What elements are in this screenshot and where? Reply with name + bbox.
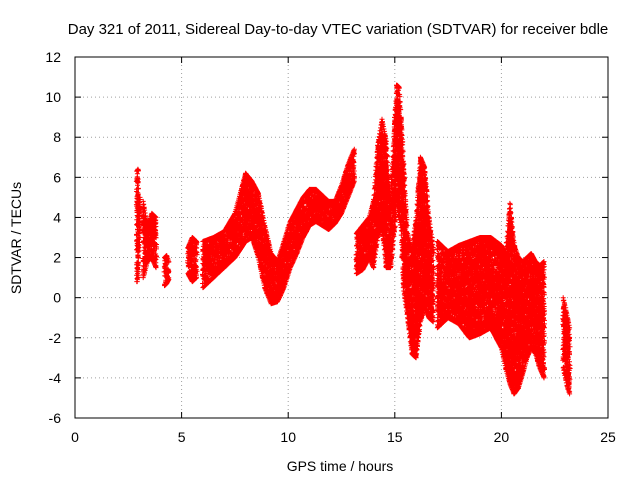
x-tick-label: 5 (178, 429, 186, 445)
data-segment (133, 166, 143, 285)
data-segment (353, 82, 437, 361)
y-tick-label: 10 (45, 89, 61, 105)
data-marker-cluster (185, 235, 200, 285)
data-segment (200, 146, 357, 307)
x-tick-label: 0 (71, 429, 79, 445)
y-tick-label: 12 (45, 49, 61, 65)
x-tick-label: 10 (280, 429, 296, 445)
chart-title: Day 321 of 2011, Sidereal Day-to-day VTE… (68, 21, 609, 38)
data-marker-cluster (353, 82, 437, 361)
data-segment (185, 235, 200, 285)
data-segment (434, 200, 547, 397)
data-marker-cluster (133, 166, 143, 285)
x-tick-label: 15 (387, 429, 403, 445)
x-tick-label: 25 (600, 429, 616, 445)
data-marker-cluster (560, 295, 573, 397)
data-segment (560, 295, 573, 397)
data-marker-cluster (434, 200, 547, 397)
data-marker-cluster (140, 198, 159, 281)
y-tick-label: -6 (49, 410, 62, 426)
data-marker-cluster (200, 146, 357, 307)
x-axis-label: GPS time / hours (287, 458, 394, 474)
y-axis-label: SDTVAR / TECUs (8, 182, 24, 294)
y-tick-label: 6 (53, 169, 61, 185)
y-tick-label: 8 (53, 129, 61, 145)
x-axis-ticks: 0 5 10 15 20 25 (71, 57, 616, 445)
data-segment (140, 198, 159, 281)
y-tick-label: 2 (53, 250, 61, 266)
data-marker-cluster (161, 253, 172, 289)
data-segment (161, 253, 172, 289)
y-tick-label: 4 (53, 209, 61, 225)
y-tick-label: 0 (53, 290, 61, 306)
data-points (133, 82, 573, 397)
plot-frame (74, 56, 609, 419)
x-tick-label: 20 (494, 429, 510, 445)
y-tick-label: -2 (49, 330, 62, 346)
y-tick-label: -4 (49, 370, 62, 386)
y-axis-ticks: -6 -4 -2 0 2 4 6 8 10 12 (45, 49, 608, 426)
